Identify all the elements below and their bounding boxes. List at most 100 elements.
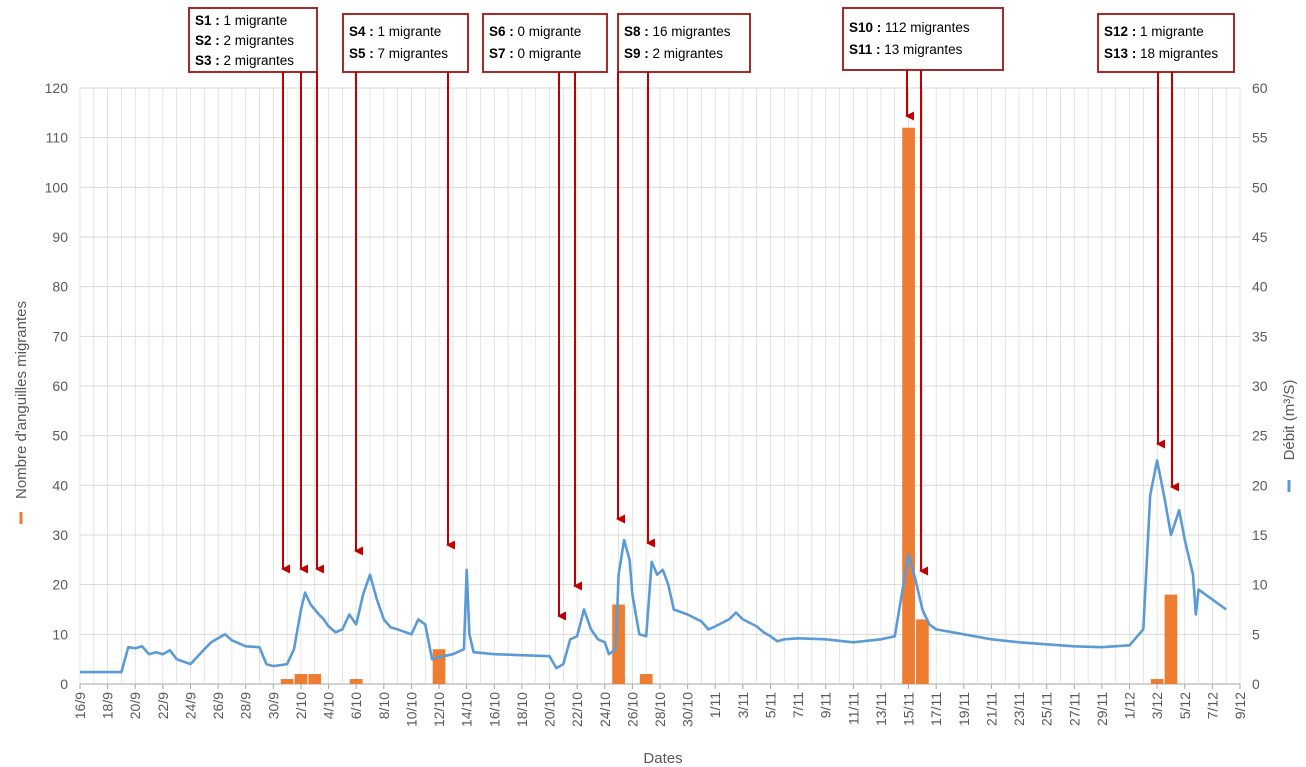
annotation-count: 16 migrantes [649, 24, 731, 39]
y-left-tick-label: 40 [52, 477, 68, 493]
y-right-tick-label: 25 [1252, 428, 1268, 444]
x-tick-label: 18/9 [100, 692, 116, 719]
annotation-frame [342, 13, 469, 73]
annotation-line: S13 : 18 migrantes [1104, 46, 1218, 61]
bar-series [280, 127, 1178, 684]
bar [280, 679, 294, 684]
x-tick-label: 7/12 [1204, 692, 1220, 719]
x-axis-title: Dates [643, 750, 682, 767]
annotation-sample-id: S5 : [349, 46, 374, 61]
bar [902, 127, 915, 684]
bar [612, 604, 625, 684]
bar [916, 619, 929, 684]
annotation-sample-id: S2 : [195, 33, 220, 48]
annotation-count: 2 migrantes [220, 53, 295, 68]
annotation-line: S10 : 112 migrantes [849, 20, 970, 35]
annotation-sample-id: S1 : [195, 13, 220, 28]
annotation-count: 1 migrante [220, 13, 288, 28]
x-tick-label: 20/9 [127, 692, 143, 719]
y-right-tick-label: 60 [1252, 80, 1268, 96]
y-right-tick-label: 40 [1252, 279, 1268, 295]
x-tick-label: 16/10 [486, 692, 502, 727]
x-tick-label: 5/11 [762, 692, 778, 718]
x-tick-label: 8/10 [376, 692, 392, 719]
bar [349, 679, 363, 684]
bar [1150, 679, 1164, 684]
x-tick-label: 9/11 [818, 692, 834, 718]
y-left-tick-label: 20 [52, 577, 68, 593]
x-tick-label: 20/10 [542, 692, 558, 727]
y-left-tick-label: 80 [52, 279, 68, 295]
x-tick-label: 24/10 [597, 692, 613, 727]
x-tick-label: 14/10 [459, 692, 475, 727]
annotation-line: S6 : 0 migrante [489, 24, 581, 39]
y-left-tick-label: 100 [45, 179, 69, 195]
annotation-count: 1 migrante [374, 24, 442, 39]
x-tick-label: 3/11 [735, 692, 751, 718]
x-tick-label: 28/10 [652, 692, 668, 727]
y-left-tick-label: 30 [52, 527, 68, 543]
bar [639, 674, 653, 684]
annotation-line: S5 : 7 migrantes [349, 46, 448, 61]
x-tick-label: 13/11 [873, 692, 889, 726]
annotation-line: S9 : 2 migrantes [624, 46, 723, 61]
x-tick-label: 2/10 [293, 692, 309, 719]
annotation-line: S12 : 1 migrante [1104, 24, 1204, 39]
annotation-line: S2 : 2 migrantes [195, 33, 294, 48]
annotation-count: 2 migrantes [220, 33, 295, 48]
bar [432, 649, 446, 684]
y-right-tick-label: 0 [1252, 676, 1260, 692]
x-tick-label: 22/9 [155, 692, 171, 719]
y-right-tick-label: 45 [1252, 229, 1268, 245]
annotation-count: 112 migrantes [881, 20, 970, 35]
x-tick-label: 25/11 [1039, 692, 1055, 726]
x-tick-label: 3/12 [1149, 692, 1165, 719]
annotation-frame [617, 13, 751, 73]
line-series [80, 459, 1227, 674]
y-left-tick-label: 50 [52, 428, 68, 444]
annotation-sample-id: S10 : [849, 20, 881, 35]
annotation-frame [842, 7, 1004, 71]
annotation-sample-id: S4 : [349, 24, 374, 39]
annotation-line: S7 : 0 migrante [489, 46, 581, 61]
annotation-count: 2 migrantes [649, 46, 724, 61]
y-right-tick-label: 10 [1252, 577, 1268, 593]
annotation-count: 0 migrante [514, 24, 582, 39]
x-tick-label: 30/10 [680, 692, 696, 727]
axes: 0 10 20 30 40 50 60 70 80 90 100 110 120 0 5 10 15 20 25 30… [45, 80, 1268, 727]
y-left-tick-label: 70 [52, 328, 68, 344]
x-tick-label: 26/10 [624, 692, 640, 727]
annotation-box: S12 : 1 migrante S13 : 18 migrantes [1097, 13, 1235, 492]
x-tick-label: 24/9 [182, 692, 198, 719]
annotation-frame [188, 7, 318, 73]
x-tick-label: 15/11 [901, 692, 917, 726]
y-left-axis-label: Nombre d'anguilles migrantes [13, 301, 30, 499]
x-tick-label: 10/10 [403, 692, 419, 727]
x-tick-label: 1/12 [1122, 692, 1138, 719]
x-tick-label: 1/11 [707, 692, 723, 718]
annotation-sample-id: S9 : [624, 46, 649, 61]
x-tick-label: 7/11 [790, 692, 806, 718]
y-left-tick-label: 110 [46, 130, 69, 146]
bar [1164, 594, 1178, 684]
y-right-tick-label: 55 [1252, 130, 1268, 146]
x-tick-label: 17/11 [928, 692, 944, 726]
annotation-sample-id: S7 : [489, 46, 514, 61]
x-tick-label: 28/9 [238, 692, 254, 719]
x-tick-label: 9/12 [1232, 692, 1248, 719]
x-tick-label: 5/12 [1177, 692, 1193, 719]
y-left-tick-label: 60 [52, 378, 68, 394]
annotation-line: S4 : 1 migrante [349, 24, 441, 39]
annotation-count: 13 migrantes [881, 42, 963, 57]
y-right-tick-label: 35 [1252, 328, 1268, 344]
annotation-box: S4 : 1 migrante S5 : 7 migrantes [342, 13, 469, 556]
annotation-count: 0 migrante [514, 46, 582, 61]
annotation-box: S6 : 0 migrante S7 : 0 migrante [482, 13, 608, 621]
y-left-axis-title: Nombre d'anguilles migrantes [13, 301, 30, 524]
annotation-sample-id: S12 : [1104, 24, 1136, 39]
y-right-tick-label: 50 [1252, 179, 1268, 195]
y-left-tick-label: 0 [60, 676, 68, 692]
